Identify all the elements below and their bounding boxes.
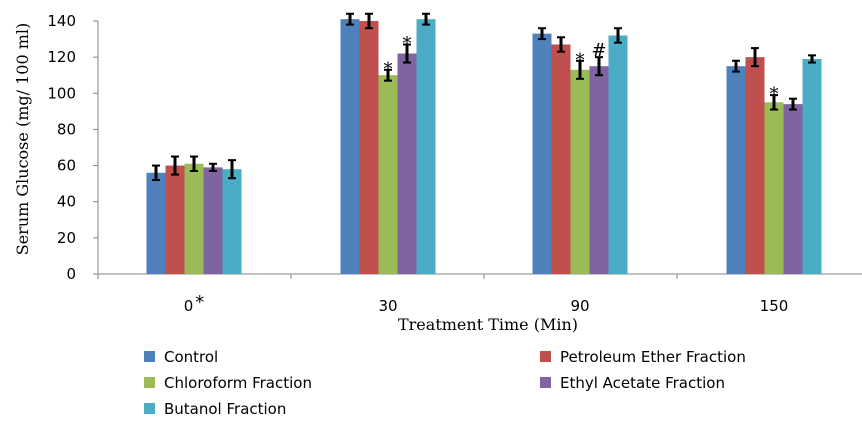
legend-item: Petroleum Ether Fraction	[540, 348, 746, 366]
legend-label: Ethyl Acetate Fraction	[560, 374, 725, 392]
bar	[416, 19, 436, 275]
error-bar	[751, 47, 759, 68]
error-bar	[346, 12, 354, 26]
legend-item: Control	[144, 348, 218, 366]
legend-swatch	[540, 351, 551, 362]
error-bar	[595, 56, 603, 77]
significance-mark: *	[403, 33, 412, 54]
error-bar	[209, 162, 217, 172]
legend-label: Control	[164, 348, 218, 366]
error-bar	[770, 94, 778, 111]
error-bar	[538, 27, 546, 41]
error-bar	[403, 43, 411, 64]
significance-mark: *	[384, 59, 393, 80]
legend-item: Ethyl Acetate Fraction	[540, 374, 725, 392]
error-bar	[365, 12, 373, 30]
significance-mark: #	[591, 40, 606, 61]
legend-swatch	[540, 377, 551, 388]
bar	[764, 102, 784, 274]
error-bar	[152, 164, 160, 182]
bar	[532, 33, 552, 275]
legend-label: Butanol Fraction	[164, 400, 286, 418]
y-ticks: 0 20 40 60 80 100 120 140	[47, 12, 98, 283]
bar	[570, 69, 590, 275]
x-ticks: 0 * 30 90 150	[97, 274, 789, 315]
bar	[608, 35, 628, 275]
x-tick-label: 30	[378, 297, 397, 315]
significance-mark: *	[770, 84, 779, 105]
y-tick-label: 120	[47, 48, 76, 66]
bar	[726, 66, 746, 274]
bar	[165, 165, 185, 274]
bar	[802, 58, 822, 275]
bars	[146, 19, 822, 275]
error-bar	[422, 12, 430, 26]
legend-swatch	[144, 403, 155, 414]
bar	[589, 66, 609, 274]
bar	[378, 75, 398, 274]
bar	[146, 172, 166, 274]
y-tick-label: 20	[57, 229, 76, 247]
bar	[222, 169, 242, 274]
error-bar	[557, 36, 565, 53]
error-bar	[228, 159, 236, 180]
bar	[359, 21, 379, 274]
legend-swatch	[144, 377, 155, 388]
legend-label: Chloroform Fraction	[164, 374, 312, 392]
error-bar	[789, 97, 797, 111]
y-tick-label: 40	[57, 193, 76, 211]
y-tick-label: 80	[57, 120, 76, 138]
x-tick-label: 0 *	[184, 292, 205, 315]
x-tick-label: 150	[760, 297, 789, 315]
y-tick-label: 60	[57, 157, 76, 175]
error-bar	[732, 59, 740, 73]
error-bar	[808, 54, 816, 64]
legend-item: Chloroform Fraction	[144, 374, 312, 392]
legend-label: Petroleum Ether Fraction	[560, 348, 746, 366]
legend-swatch	[144, 351, 155, 362]
legend-item: Butanol Fraction	[144, 400, 286, 418]
error-bar	[384, 68, 392, 82]
error-bar	[614, 27, 622, 44]
y-tick-label: 100	[47, 84, 76, 102]
legend: Control Petroleum Ether Fraction Chlorofor…	[144, 348, 746, 418]
significance-mark: *	[576, 50, 585, 71]
x-axis-title: Treatment Time (Min)	[398, 315, 578, 334]
bar	[783, 104, 803, 274]
error-bars	[152, 12, 816, 182]
bar	[397, 53, 417, 275]
error-bar	[576, 59, 584, 80]
x-tick-label: 90	[570, 297, 589, 315]
error-bar	[190, 155, 198, 172]
bar	[203, 167, 223, 274]
error-bar	[171, 155, 179, 176]
significance-marks: * * * # *	[384, 33, 779, 105]
y-tick-label: 0	[66, 265, 76, 283]
bar	[551, 44, 571, 274]
bar	[184, 163, 204, 274]
x-tick-label-asterisk: *	[195, 292, 204, 313]
y-tick-label: 140	[47, 12, 76, 30]
bar	[340, 19, 360, 275]
y-axis-title: Serum Glucose (mg/ 100 ml)	[13, 23, 32, 256]
bar	[745, 57, 765, 275]
